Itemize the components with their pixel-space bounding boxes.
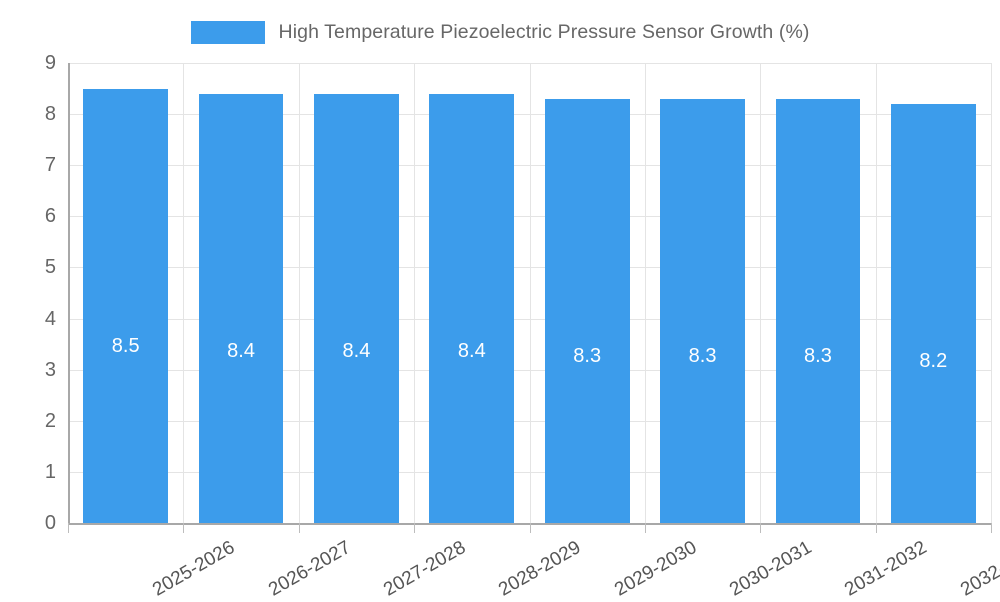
gridline-horizontal — [68, 63, 991, 64]
x-axis-tick-label: 2028-2029 — [495, 537, 585, 601]
bar[interactable]: 8.2 — [890, 103, 976, 523]
bar-value-label: 8.3 — [573, 344, 602, 367]
y-axis-line — [68, 63, 70, 524]
gridline-horizontal — [68, 267, 991, 269]
bar[interactable]: 8.3 — [775, 98, 861, 523]
y-axis-tick-label: 4 — [44, 307, 56, 330]
x-axis-tick-label: 2026-2027 — [264, 537, 354, 601]
gridline-vertical — [876, 63, 877, 523]
x-axis-tick-label: 2030-2031 — [726, 537, 816, 601]
x-axis-tick-mark — [530, 523, 531, 533]
legend-item-series-0[interactable]: High Temperature Piezoelectric Pressure … — [190, 20, 810, 44]
x-axis-tick-mark — [68, 523, 69, 533]
gridline-horizontal — [68, 216, 991, 218]
bar-value-label: 8.2 — [919, 349, 948, 372]
bar-value-label: 8.4 — [227, 339, 255, 362]
y-axis-tick-label: 1 — [44, 460, 56, 483]
y-axis-tick-label: 3 — [44, 358, 56, 381]
bar-value-label: 8.4 — [342, 339, 371, 362]
gridline-horizontal — [68, 471, 991, 473]
x-axis-tick-label: 2025-2026 — [149, 537, 239, 601]
bar[interactable]: 8.3 — [544, 98, 630, 523]
plot-area: 8.5 8.4 8.4 8.4 8.3 8.3 8.3 8.2 — [68, 63, 992, 524]
legend-label: High Temperature Piezoelectric Pressure … — [278, 20, 810, 43]
x-axis-tick-mark — [183, 523, 184, 533]
x-axis-tick-label: 2032-2033 — [957, 537, 1000, 601]
x-axis-tick-mark — [760, 523, 761, 533]
y-axis-tick-label: 5 — [44, 256, 56, 279]
gridline-vertical — [414, 63, 415, 523]
bar-value-label: 8.4 — [457, 339, 486, 362]
bar[interactable]: 8.3 — [660, 98, 745, 523]
bar-value-label: 8.3 — [688, 344, 717, 367]
y-axis-tick-labels: 0 1 2 3 4 5 6 7 8 9 — [0, 0, 56, 600]
gridline-vertical — [760, 63, 761, 523]
bar[interactable]: 8.4 — [314, 93, 399, 523]
x-axis-tick-label: 2029-2030 — [610, 537, 701, 601]
bar[interactable]: 8.5 — [83, 88, 169, 523]
y-axis-tick-label: 6 — [44, 205, 56, 228]
bar[interactable]: 8.4 — [429, 93, 515, 523]
legend-color-swatch-icon — [190, 20, 265, 44]
y-axis-tick-label: 0 — [44, 512, 56, 534]
gridline-horizontal — [68, 114, 991, 116]
gridline-vertical — [645, 63, 646, 523]
x-axis-tick-label: 2027-2028 — [380, 537, 470, 601]
x-axis-tick-mark — [876, 523, 877, 533]
gridline-horizontal — [68, 165, 991, 167]
y-axis-tick-label: 8 — [44, 103, 56, 126]
y-axis-tick-label: 7 — [44, 154, 56, 177]
gridline-vertical — [299, 63, 300, 523]
gridline-vertical — [530, 63, 531, 523]
gridline-horizontal — [68, 318, 991, 320]
gridline-horizontal — [68, 369, 991, 371]
gridline-horizontal — [68, 420, 991, 422]
x-axis-tick-mark — [645, 523, 646, 533]
y-axis-tick-label: 2 — [44, 409, 56, 432]
y-axis-tick-label: 9 — [44, 52, 56, 74]
x-axis-tick-label: 2031-2032 — [841, 537, 931, 601]
gridline-vertical — [183, 63, 184, 523]
bar-value-label: 8.5 — [111, 334, 140, 357]
bar[interactable]: 8.4 — [198, 93, 284, 523]
chart-legend: High Temperature Piezoelectric Pressure … — [0, 13, 1000, 51]
x-axis-tick-mark — [414, 523, 415, 533]
gridline-vertical — [991, 63, 992, 523]
bar-value-label: 8.3 — [804, 344, 832, 367]
x-axis-tick-mark — [299, 523, 300, 533]
x-axis-tick-mark — [991, 523, 992, 533]
